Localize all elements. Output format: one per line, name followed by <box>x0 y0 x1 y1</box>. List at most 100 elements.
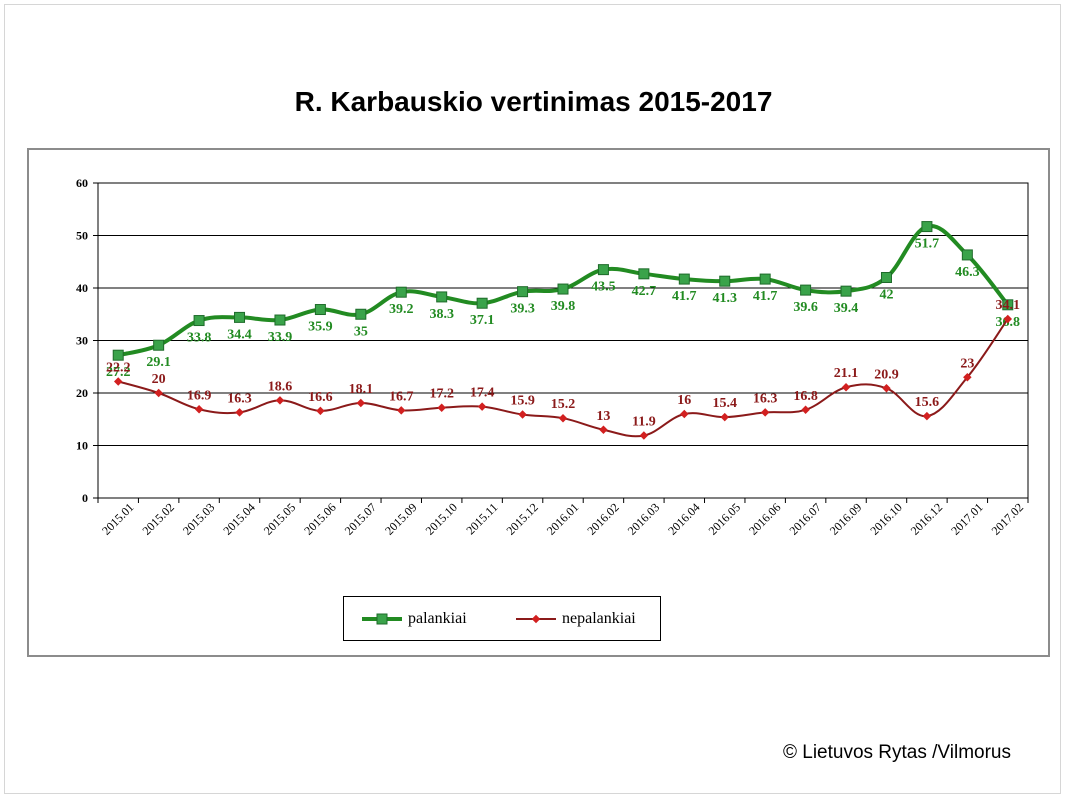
data-point-nepalankiai <box>922 411 932 421</box>
data-label-palankiai: 41.3 <box>712 291 737 306</box>
data-point-nepalankiai <box>154 388 163 398</box>
data-label-palankiai: 35.9 <box>308 320 333 335</box>
data-label-palankiai: 34.4 <box>227 327 252 342</box>
legend-swatch-palankiai <box>362 613 402 625</box>
chart-title: R. Karbauskio vertinimas 2015-2017 <box>294 86 773 117</box>
data-point-nepalankiai <box>518 410 527 419</box>
x-tick-label: 2016.02 <box>584 500 621 537</box>
data-point-nepalankiai <box>437 403 446 412</box>
data-label-palankiai: 35 <box>354 324 368 339</box>
x-tick-label: 2016.04 <box>665 500 702 537</box>
legend-swatch-nepalankiai <box>516 614 556 624</box>
data-point-palankiai <box>961 249 973 261</box>
data-point-palankiai <box>719 275 731 287</box>
data-point-palankiai <box>759 273 771 285</box>
data-label-nepalankiai: 16.3 <box>227 391 252 406</box>
y-tick-label: 10 <box>76 439 88 453</box>
data-point-palankiai <box>880 272 892 283</box>
data-point-nepalankiai <box>275 396 285 405</box>
data-label-palankiai: 41.7 <box>672 289 697 304</box>
data-label-palankiai: 41.7 <box>753 289 778 304</box>
data-point-palankiai <box>355 308 367 320</box>
data-label-palankiai: 33.9 <box>268 330 293 345</box>
legend-label-palankiai: palankiai <box>408 610 467 627</box>
data-point-nepalankiai <box>113 377 123 386</box>
data-point-palankiai <box>234 311 246 323</box>
data-point-nepalankiai <box>680 409 689 419</box>
data-point-nepalankiai <box>599 425 608 434</box>
data-label-palankiai: 29.1 <box>146 355 171 370</box>
x-tick-label: 2015.05 <box>261 500 298 537</box>
legend-item-palankiai: palankiai <box>362 609 467 629</box>
data-point-nepalankiai <box>477 402 487 411</box>
data-label-nepalankiai: 16.8 <box>793 389 818 404</box>
x-tick-label: 2016.10 <box>867 500 904 537</box>
data-label-nepalankiai: 22.2 <box>106 360 131 375</box>
x-tick-label: 2017.02 <box>989 500 1026 537</box>
x-tick-label: 2015.10 <box>423 500 460 537</box>
x-tick-label: 2016.12 <box>908 500 945 537</box>
data-label-nepalankiai: 34.1 <box>996 298 1021 313</box>
data-label-nepalankiai: 15.9 <box>510 394 535 409</box>
y-tick-label: 40 <box>76 281 88 295</box>
data-point-nepalankiai <box>1003 314 1013 324</box>
data-label-palankiai: 39.2 <box>389 302 414 317</box>
data-point-palankiai <box>840 285 852 297</box>
data-point-palankiai <box>112 349 124 361</box>
x-tick-label: 2016.05 <box>706 500 743 537</box>
legend-item-nepalankiai: nepalankiai <box>516 609 636 629</box>
x-tick-label: 2016.01 <box>544 500 581 537</box>
data-label-palankiai: 38.3 <box>429 307 454 322</box>
data-label-palankiai: 33.8 <box>187 331 212 346</box>
data-label-palankiai: 39.6 <box>793 300 818 315</box>
data-label-nepalankiai: 17.2 <box>429 387 454 402</box>
data-point-nepalankiai <box>841 382 851 392</box>
x-tick-label: 2015.03 <box>180 500 217 537</box>
data-label-palankiai: 42.7 <box>632 284 657 299</box>
data-point-nepalankiai <box>801 405 810 415</box>
data-point-palankiai <box>921 221 933 233</box>
x-tick-label: 2015.04 <box>220 500 257 537</box>
data-label-palankiai: 39.3 <box>510 302 535 317</box>
copyright-credit: © Lietuvos Rytas /Vilmorus <box>782 742 1011 763</box>
x-tick-label: 2017.01 <box>948 500 985 537</box>
y-tick-label: 30 <box>76 334 88 348</box>
data-label-palankiai: 43.5 <box>591 280 616 295</box>
data-point-nepalankiai <box>639 431 649 440</box>
y-tick-label: 0 <box>82 491 88 505</box>
data-label-nepalankiai: 21.1 <box>834 366 859 381</box>
legend-label-nepalankiai: nepalankiai <box>562 610 636 627</box>
data-label-nepalankiai: 15.2 <box>551 397 576 412</box>
data-point-palankiai <box>476 297 488 309</box>
data-point-nepalankiai <box>558 413 568 423</box>
data-point-palankiai <box>800 284 812 296</box>
x-tick-label: 2016.09 <box>827 500 864 537</box>
x-tick-label: 2015.07 <box>342 500 379 537</box>
data-point-palankiai <box>193 315 205 327</box>
data-label-palankiai: 46.3 <box>955 265 980 280</box>
data-point-nepalankiai <box>397 406 406 415</box>
chart-legend: palankiai nepalankiai <box>343 596 661 641</box>
data-point-palankiai <box>597 264 609 276</box>
data-label-nepalankiai: 20.9 <box>874 367 899 382</box>
data-label-palankiai: 51.7 <box>915 237 940 252</box>
data-label-nepalankiai: 16.3 <box>753 391 778 406</box>
data-label-nepalankiai: 16 <box>677 393 691 408</box>
data-label-nepalankiai: 11.9 <box>632 415 656 430</box>
data-point-nepalankiai <box>882 384 891 393</box>
data-label-palankiai: 37.1 <box>470 313 495 328</box>
data-point-palankiai <box>1002 299 1014 311</box>
slide-frame <box>4 4 1061 794</box>
data-label-nepalankiai: 18.1 <box>349 382 374 397</box>
data-label-palankiai: 27.2 <box>106 365 131 380</box>
x-tick-label: 2015.01 <box>99 500 136 537</box>
x-tick-label: 2015.12 <box>503 500 540 537</box>
data-point-palankiai <box>314 304 326 316</box>
data-point-nepalankiai <box>720 412 729 422</box>
data-label-nepalankiai: 20 <box>152 372 166 387</box>
data-label-nepalankiai: 18.6 <box>268 379 293 394</box>
data-label-nepalankiai: 16.7 <box>389 389 414 404</box>
data-label-palankiai: 42 <box>879 288 893 303</box>
x-tick-label: 2015.06 <box>301 500 338 537</box>
data-label-palankiai: 39.4 <box>834 301 859 316</box>
